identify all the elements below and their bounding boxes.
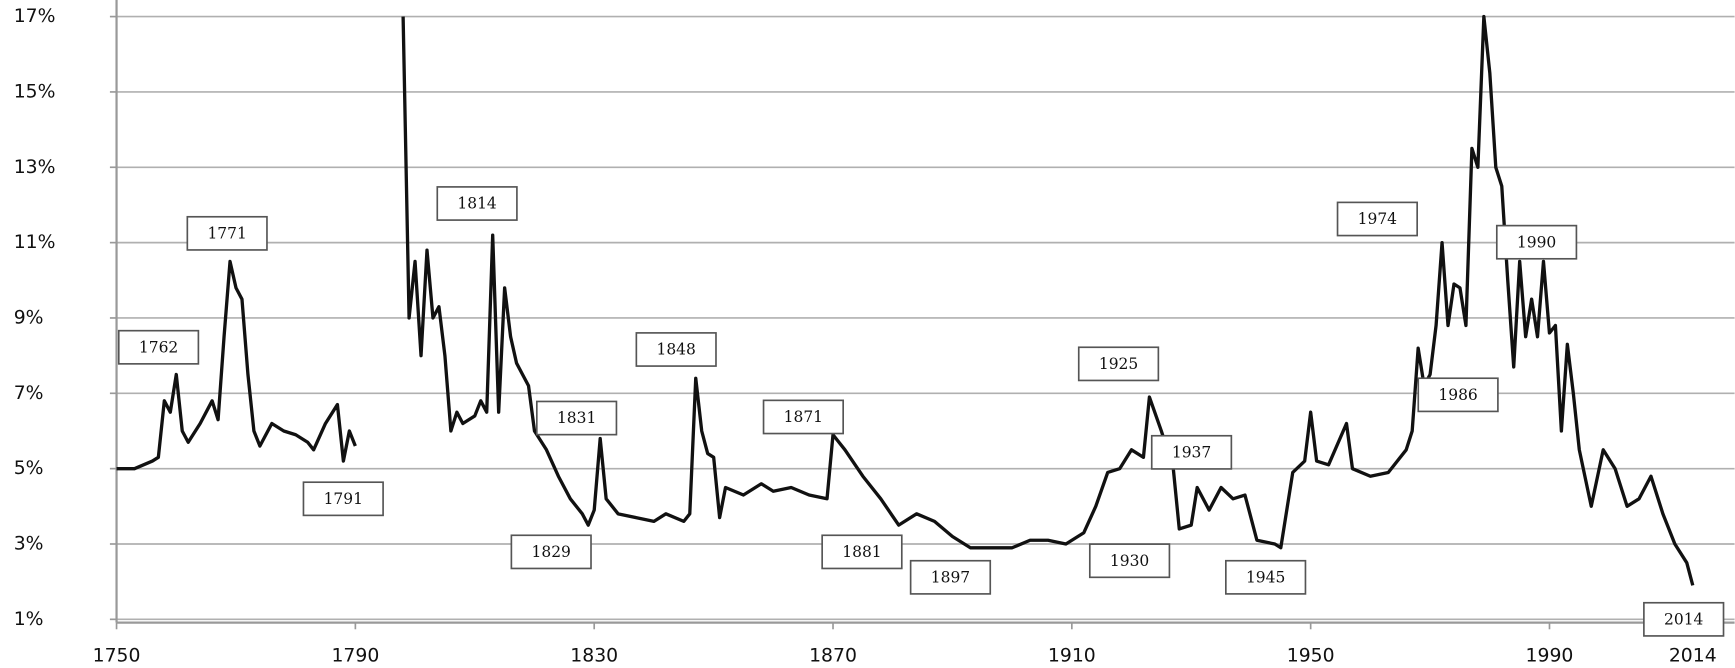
annotation: 1990 [1517, 233, 1556, 251]
annotation: 1871 [784, 408, 823, 426]
annotation: 1925 [1099, 355, 1138, 373]
x-tick-label: 1750 [93, 645, 141, 666]
annotation-box [909, 559, 992, 595]
x-tick-label: 1910 [1048, 645, 1096, 666]
annotation: 1791 [324, 490, 363, 508]
y-tick-label: 5% [14, 458, 44, 479]
x-tick-label: 1830 [570, 645, 618, 666]
annotation-box [186, 215, 268, 251]
annotation-box [510, 534, 592, 570]
annotation: 2014 [1664, 610, 1704, 628]
annotation: 1986 [1438, 386, 1477, 404]
annotation: 1762 [139, 338, 178, 356]
y-tick-label: 11% [14, 232, 56, 253]
annotation-box [535, 400, 618, 436]
annotation-box [302, 481, 384, 517]
annotation: 1881 [842, 543, 881, 561]
annotation-box [1088, 543, 1171, 579]
annotation-box [1336, 201, 1418, 237]
y-tick-label: 13% [14, 157, 56, 178]
y-tick-label: 9% [14, 307, 44, 328]
annotation-box [1643, 601, 1725, 637]
y-tick-label: 1% [14, 609, 44, 630]
annotation: 1930 [1110, 552, 1149, 570]
x-tick-label: 2014 [1669, 645, 1717, 666]
y-tick-label: 3% [14, 533, 44, 554]
annotation: 1829 [532, 543, 571, 561]
x-tick-label: 1790 [331, 645, 379, 666]
x-tick-label: 1950 [1287, 645, 1335, 666]
annotation-box [117, 329, 200, 365]
annotation-box [1150, 434, 1233, 470]
annotation: 1848 [656, 341, 695, 359]
annotation: 1831 [557, 409, 596, 427]
annotation-box [1495, 224, 1578, 260]
annotation: 1771 [207, 224, 246, 242]
x-tick-label: 1990 [1526, 645, 1574, 666]
annotation: 1814 [457, 195, 497, 213]
annotation-box [635, 332, 717, 367]
x-tick-label: 1870 [809, 645, 857, 666]
annotation-box [436, 186, 518, 221]
annotation: 1897 [931, 568, 970, 586]
annotation-box [1077, 346, 1160, 382]
y-tick-label: 15% [14, 81, 56, 102]
annotation-box [1225, 559, 1307, 595]
annotation-box [1417, 377, 1499, 413]
annotation-box [762, 399, 844, 435]
y-tick-label: 17% [14, 6, 56, 27]
annotation: 1937 [1172, 443, 1211, 461]
y-tick-label: 7% [14, 383, 44, 404]
data-line [116, 14, 1695, 586]
annotation: 1974 [1358, 210, 1398, 228]
annotation-box [821, 534, 903, 570]
annotation: 1945 [1246, 568, 1285, 586]
